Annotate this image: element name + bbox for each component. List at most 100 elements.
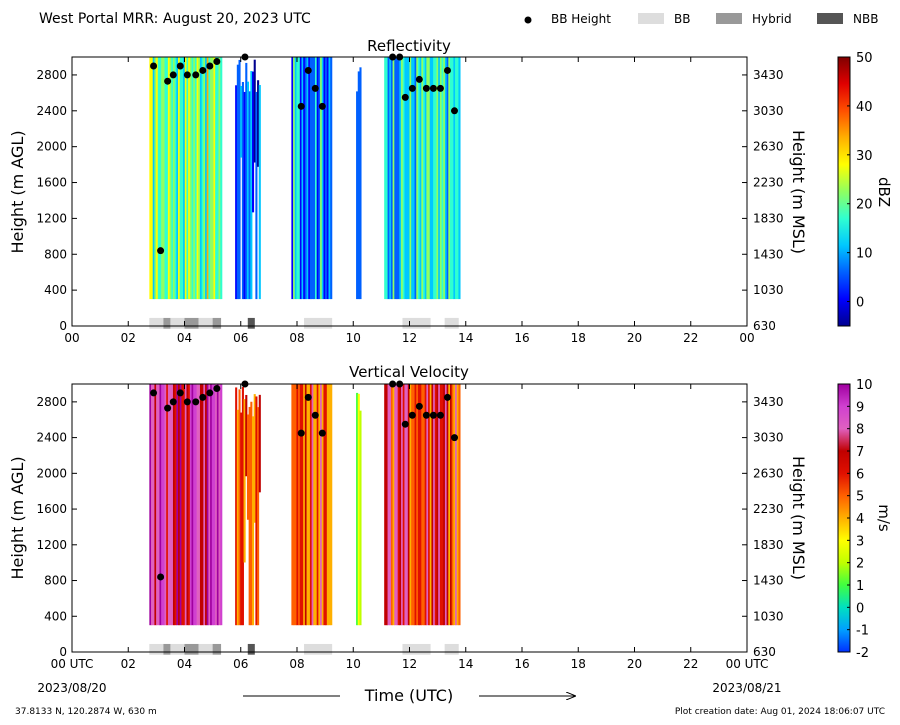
- y-tick-label: 2000: [36, 466, 67, 480]
- precip-strip: [257, 407, 260, 626]
- x-tick-label: 16: [514, 331, 529, 345]
- bb-height-point: [150, 389, 158, 397]
- bb-height-point: [304, 66, 312, 74]
- precip-strip: [167, 57, 170, 300]
- precip-strip: [201, 57, 204, 300]
- bb-height-point: [415, 402, 423, 410]
- colorbar-tick-label: 3: [856, 534, 864, 549]
- precip-strip: [211, 384, 214, 626]
- precip-field: [356, 67, 362, 300]
- x-tick-label: 10: [346, 331, 361, 345]
- y-tick-right-label: 1830: [753, 538, 784, 552]
- bb-height-point: [192, 398, 200, 406]
- precip-strip: [293, 57, 296, 300]
- precip-strip: [394, 57, 397, 300]
- precip-strip: [436, 57, 439, 300]
- precip-strip: [308, 57, 311, 300]
- colorbar-tick-label: 10: [856, 247, 873, 262]
- bb-type-segment: [170, 317, 185, 329]
- precip-strip: [174, 57, 177, 300]
- y-tick-label: 2800: [36, 68, 67, 82]
- colorbar-tick-label: 40: [856, 100, 873, 115]
- x-tick-label: 08: [289, 331, 304, 345]
- legend-item: NBB: [817, 12, 878, 26]
- bb-height-point: [213, 384, 221, 392]
- precip-strip: [448, 57, 451, 300]
- precip-strip: [311, 384, 314, 626]
- bb-type-segment: [402, 317, 431, 329]
- precip-strip: [406, 57, 409, 300]
- precip-strip: [291, 384, 294, 626]
- x-tick-label: 12: [402, 657, 417, 671]
- precip-strip: [238, 59, 241, 300]
- precip-strip: [186, 384, 189, 626]
- precip-strip: [159, 384, 162, 626]
- precip-strip: [250, 71, 253, 300]
- reflectivity-title: Reflectivity: [367, 37, 451, 55]
- precip-strip: [396, 384, 399, 626]
- precip-strip: [164, 57, 167, 300]
- vertical-velocity-plot-area: 00 UTC 02 04 06 08 10 12 14 16 18 20 22 00 UTC040080…: [36, 380, 784, 671]
- bb-height-point: [164, 77, 172, 85]
- precip-strip: [245, 394, 248, 477]
- vertical-velocity-panel: Vertical Velocity 00 UTC 02 04 06 08 10 12 14 16…: [8, 363, 893, 671]
- x-tick-label: 00 UTC: [51, 657, 94, 671]
- precip-strip: [193, 384, 196, 626]
- precip-strip: [183, 57, 186, 300]
- x-tick-label: 02: [121, 657, 136, 671]
- precip-strip: [326, 384, 329, 626]
- bb-type-segment: [149, 317, 164, 329]
- y-tick-right-label: 1030: [753, 283, 784, 297]
- precip-strip: [161, 384, 164, 626]
- x-tick-label: 04: [177, 657, 192, 671]
- bb-height-point: [206, 62, 214, 70]
- bb-type-segment: [198, 643, 213, 655]
- precip-strip: [443, 384, 446, 626]
- precip-strip: [238, 389, 241, 626]
- x-tick-label: 20: [627, 331, 642, 345]
- precip-strip: [248, 406, 251, 626]
- bb-height-point: [436, 84, 444, 92]
- precip-strip: [162, 384, 165, 626]
- precip-strip: [450, 57, 453, 300]
- precip-strip: [167, 384, 170, 626]
- precip-strip: [216, 57, 219, 300]
- precip-strip: [301, 384, 304, 626]
- reflectivity-colorbar: 50 40 30 20 10 0: [837, 51, 873, 327]
- precip-strip: [301, 57, 304, 300]
- bb-height-point: [311, 411, 319, 419]
- precip-strip: [397, 384, 400, 626]
- precip-strip: [304, 57, 307, 300]
- precip-strip: [298, 384, 301, 626]
- precip-strip: [423, 57, 426, 300]
- bb-height-point: [297, 102, 305, 110]
- precip-strip: [294, 384, 297, 626]
- precip-strip: [183, 384, 186, 626]
- precip-strip: [194, 384, 197, 626]
- bb-height-point: [443, 393, 451, 401]
- bb-type-segment: [444, 643, 459, 655]
- precip-strip: [189, 57, 192, 300]
- precip-strip: [309, 57, 313, 300]
- x-tick-label: 16: [514, 657, 529, 671]
- precip-field: [291, 384, 333, 626]
- precip-strip: [328, 384, 331, 626]
- precip-strip: [166, 384, 169, 626]
- bb-height-point: [401, 420, 409, 428]
- precip-strip: [321, 57, 324, 300]
- bb-type-segment: [184, 643, 199, 655]
- precip-strip: [446, 384, 449, 626]
- vertical-velocity-ylabel-left: Height (m AGL): [8, 456, 27, 579]
- precip-strip: [181, 384, 184, 626]
- y-tick-label: 2800: [36, 395, 67, 409]
- colorbar-tick-label: 0: [856, 296, 864, 311]
- x-tick-label: 22: [683, 331, 698, 345]
- bb-type-segment: [163, 317, 171, 329]
- precip-strip: [299, 384, 302, 626]
- precip-strip: [246, 414, 250, 520]
- legend-label: BB Height: [551, 12, 611, 26]
- y-tick-right-label: 3430: [753, 395, 784, 409]
- precip-strip: [441, 57, 444, 300]
- x-tick-label: 08: [289, 657, 304, 671]
